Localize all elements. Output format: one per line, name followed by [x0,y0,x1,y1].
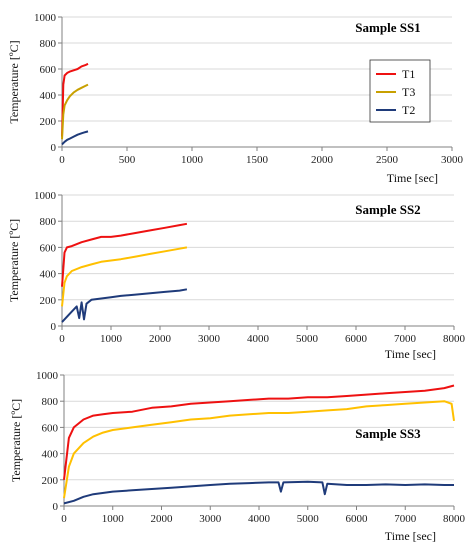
series-line-t1 [61,62,89,137]
x-tick-label: 2000 [311,154,334,166]
x-tick-label: 7000 [394,513,417,525]
x-tick-label: 6000 [345,333,368,345]
x-tick-label: 3000 [199,513,222,525]
series-line-t2 [63,480,454,505]
x-tick-label: 1000 [100,333,123,345]
chart-title: Sample SS1 [355,20,420,35]
x-tick-label: 5000 [296,333,319,345]
series-line-t3 [61,83,89,140]
y-tick-label: 0 [51,142,57,154]
y-axis-title: Temperature [ºC] [7,40,21,123]
y-tick-label: 0 [53,501,59,513]
x-tick-label: 4000 [247,333,270,345]
y-tick-label: 200 [40,116,57,128]
y-tick-label: 200 [40,295,57,307]
x-tick-label: 0 [59,154,65,166]
x-tick-label: 3000 [198,333,221,345]
x-axis-title: Time [sec] [385,347,436,361]
y-tick-label: 600 [40,64,57,76]
x-tick-label: 5000 [297,513,320,525]
y-tick-label: 1000 [34,190,57,202]
y-tick-label: 400 [40,90,57,102]
x-tick-label: 6000 [346,513,369,525]
x-tick-label: 4000 [248,513,271,525]
x-tick-label: 0 [59,333,65,345]
y-tick-label: 800 [40,38,57,50]
y-tick-label: 600 [42,422,59,434]
series-line-t3 [63,400,455,499]
x-tick-label: 500 [119,154,136,166]
chart-panel-2: 0 200 400 600 800 1000 0 1000 2000 3000 4000 5000 60… [7,190,466,361]
x-tick-label: 2500 [376,154,399,166]
x-tick-label: 0 [61,513,67,525]
x-tick-label: 8000 [443,333,466,345]
series-line-t1 [63,384,455,480]
series-line-t2 [61,130,89,146]
chart-panel-3: 0 200 400 600 800 1000 0 1000 2000 3000 4000 5000 60… [9,370,466,543]
x-tick-label: 3000 [441,154,464,166]
chart-panel-1: 0 200 400 600 800 1000 0 500 1000 1500 2000 2500 300… [7,12,464,185]
legend-label-t2: T2 [402,103,415,117]
x-axis-title: Time [sec] [385,529,436,543]
y-tick-label: 800 [40,216,57,228]
x-axis-title: Time [sec] [387,171,438,185]
x-tick-label: 7000 [394,333,417,345]
y-axis-title: Temperature [ºC] [7,219,21,302]
legend: T1 T3 T2 [369,59,431,123]
x-tick-label: 1000 [102,513,125,525]
x-tick-label: 8000 [443,513,466,525]
x-tick-label: 1500 [246,154,269,166]
legend-label-t3: T3 [402,85,415,99]
x-tick-label: 1000 [181,154,204,166]
y-tick-label: 400 [42,449,59,461]
y-tick-label: 1000 [36,370,59,382]
y-axis-title: Temperature [ºC] [9,399,23,482]
y-tick-label: 1000 [34,12,57,24]
chart-title: Sample SS2 [355,202,420,217]
series-line-t2 [61,288,188,323]
series-line-t3 [61,246,188,307]
chart-title: Sample SS3 [355,426,421,441]
x-tick-label: 2000 [149,333,172,345]
y-tick-label: 800 [42,396,59,408]
y-tick-label: 400 [40,269,57,281]
y-tick-label: 600 [40,242,57,254]
y-tick-label: 200 [42,475,59,487]
y-tick-label: 0 [51,321,57,333]
x-tick-label: 2000 [151,513,174,525]
series-line-t1 [61,222,188,287]
legend-label-t1: T1 [402,67,415,81]
